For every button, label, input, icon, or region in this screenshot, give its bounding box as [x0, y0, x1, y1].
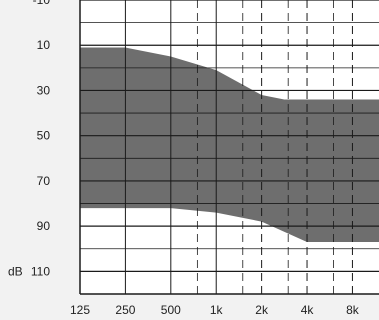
y-tick-label: 90 — [37, 219, 51, 233]
x-tick-label: 250 — [115, 303, 135, 317]
hearing-range-band — [80, 47, 379, 242]
axis-labels: -10 10 30 50 70 90 110 dB 125 250 500 1k 2k 4k 8k — [8, 0, 360, 317]
y-unit-label: dB — [8, 264, 23, 278]
y-tick-label: 10 — [37, 38, 51, 52]
y-tick-label: -10 — [33, 0, 51, 7]
y-tick-label: 70 — [37, 174, 51, 188]
x-tick-label: 1k — [210, 303, 224, 317]
x-tick-label: 125 — [70, 303, 90, 317]
y-tick-label: 30 — [37, 83, 51, 97]
grid-layer — [79, 0, 379, 295]
y-tick-label: 110 — [31, 264, 50, 278]
x-tick-label: 4k — [301, 303, 315, 317]
y-tick-label: 50 — [37, 129, 51, 143]
hearing-band-layer — [80, 47, 379, 242]
x-tick-label: 2k — [255, 303, 269, 317]
x-tick-label: 500 — [161, 303, 181, 317]
x-tick-label: 8k — [346, 303, 360, 317]
